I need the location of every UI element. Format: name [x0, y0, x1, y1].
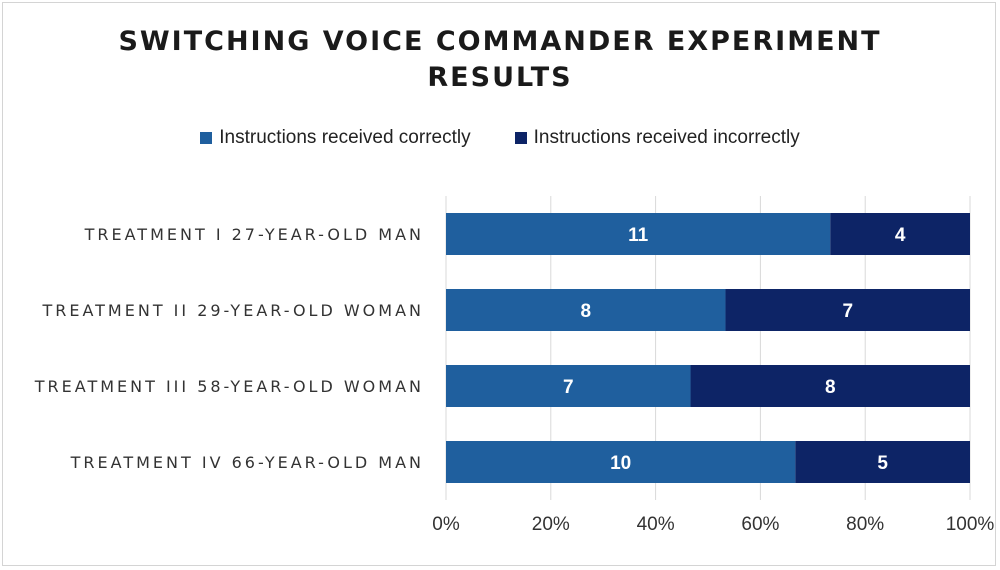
- bar-segment-incorrect: [830, 213, 970, 255]
- category-label: TREATMENT IV 66-YEAR-OLD MAN: [70, 453, 424, 472]
- data-label: 10: [610, 453, 631, 474]
- legend-item-correct: Instructions received correctly: [200, 127, 471, 149]
- data-label: 7: [563, 377, 574, 398]
- legend-swatch-incorrect: [514, 132, 527, 144]
- bar-segment-incorrect: [725, 289, 970, 331]
- category-label: TREATMENT III 58-YEAR-OLD WOMAN: [34, 377, 424, 396]
- bar-segment-incorrect: [795, 441, 970, 483]
- chart-legend: Instructions received correctly Instruct…: [0, 127, 1000, 149]
- chart-title-line-1: SWITCHING VOICE COMMANDER EXPERIMENT: [118, 26, 882, 57]
- category-label: TREATMENT II 29-YEAR-OLD WOMAN: [41, 301, 424, 320]
- bar-segment-correct: [446, 441, 796, 483]
- x-tick-label: 0%: [432, 514, 460, 535]
- data-label: 7: [842, 301, 853, 322]
- bar-segment-incorrect: [690, 365, 970, 407]
- bar-segment-correct: [446, 213, 831, 255]
- data-label: 4: [895, 225, 906, 246]
- bar-segment-correct: [446, 289, 726, 331]
- legend-swatch-correct: [200, 132, 213, 144]
- x-tick-label: 40%: [637, 514, 675, 535]
- legend-label-incorrect: Instructions received incorrectly: [533, 127, 800, 148]
- legend-label-correct: Instructions received correctly: [219, 127, 471, 148]
- bar-segment-correct: [446, 365, 691, 407]
- x-tick-label: 60%: [741, 514, 779, 535]
- legend-item-incorrect: Instructions received incorrectly: [514, 127, 800, 149]
- x-tick-label: 100%: [946, 514, 995, 535]
- data-label: 8: [580, 301, 591, 322]
- data-label: 11: [628, 225, 649, 246]
- chart-title-line-2: RESULTS: [427, 62, 573, 93]
- x-tick-label: 80%: [846, 514, 884, 535]
- category-label: TREATMENT I 27-YEAR-OLD MAN: [84, 225, 424, 244]
- x-tick-label: 20%: [532, 514, 570, 535]
- data-label: 5: [877, 453, 888, 474]
- data-label: 8: [825, 377, 836, 398]
